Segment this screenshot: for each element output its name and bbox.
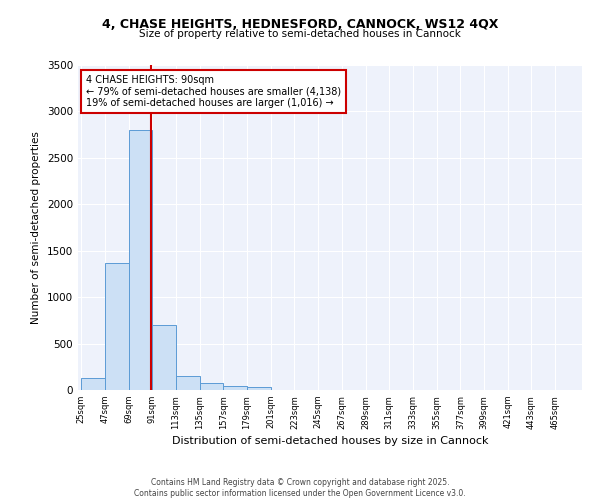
Bar	[176, 376, 200, 390]
Bar	[105, 263, 128, 390]
Bar	[81, 378, 105, 390]
Text: 4 CHASE HEIGHTS: 90sqm
← 79% of semi-detached houses are smaller (4,138)
19% of : 4 CHASE HEIGHTS: 90sqm ← 79% of semi-det…	[86, 74, 341, 108]
X-axis label: Distribution of semi-detached houses by size in Cannock: Distribution of semi-detached houses by …	[172, 436, 488, 446]
Bar	[200, 383, 223, 390]
Bar	[247, 387, 271, 390]
Text: Size of property relative to semi-detached houses in Cannock: Size of property relative to semi-detach…	[139, 29, 461, 39]
Bar	[152, 325, 176, 390]
Y-axis label: Number of semi-detached properties: Number of semi-detached properties	[31, 131, 41, 324]
Text: Contains HM Land Registry data © Crown copyright and database right 2025.
Contai: Contains HM Land Registry data © Crown c…	[134, 478, 466, 498]
Bar	[128, 130, 152, 390]
Text: 4, CHASE HEIGHTS, HEDNESFORD, CANNOCK, WS12 4QX: 4, CHASE HEIGHTS, HEDNESFORD, CANNOCK, W…	[102, 18, 498, 30]
Bar	[223, 386, 247, 390]
